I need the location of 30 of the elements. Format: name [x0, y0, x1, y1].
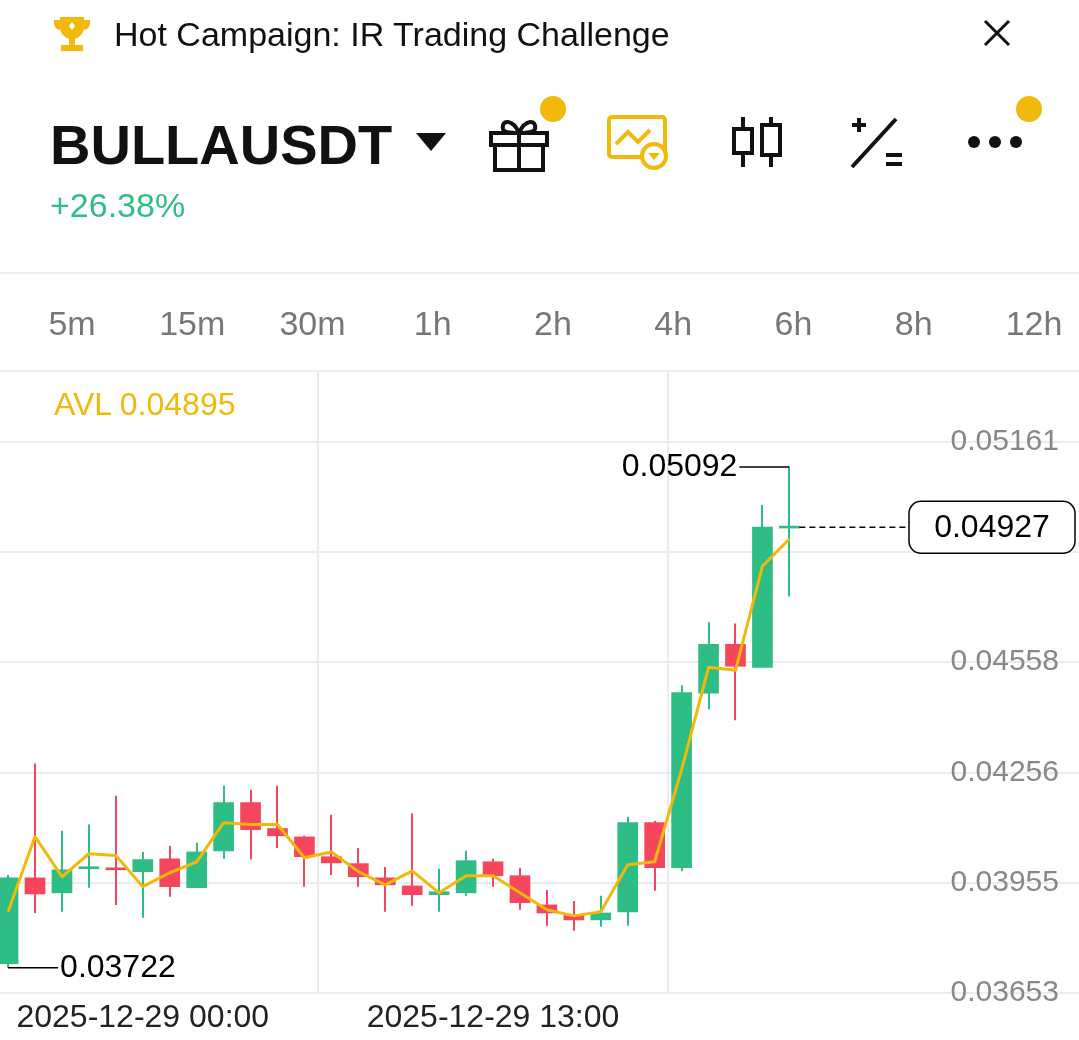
annotation: 0.03722: [60, 947, 176, 984]
candlestick: [78, 823, 100, 889]
text: 8h: [894, 304, 933, 343]
text: 30m: [279, 304, 346, 343]
candlestick: [105, 794, 127, 906]
ref-line-label: 0.04927: [934, 508, 1050, 545]
text: 6h: [774, 304, 813, 343]
chart-title: BULLAUSDT: [50, 112, 393, 177]
chart-subtitle: +26.38%: [50, 186, 186, 225]
y-tick-label: 0.05161: [950, 423, 1059, 457]
candlestick: [482, 857, 504, 888]
annotation: 0.05092: [621, 446, 738, 483]
text: 1h: [413, 304, 452, 343]
text: 2h: [534, 304, 572, 343]
candlestick: [24, 762, 46, 914]
x-tick-label: 2025-12-29 13:00: [366, 998, 620, 1035]
candlestick: [132, 850, 154, 919]
text: 4h: [654, 304, 693, 343]
y-tick-label: 0.04558: [950, 643, 1059, 677]
text: Hot Campaign: IR Trading Challenge: [114, 14, 670, 54]
text: 5m: [48, 304, 96, 343]
y-tick-label: 0.03955: [950, 863, 1059, 897]
y-tick-label: 0.03653: [950, 974, 1059, 1008]
text: AVL 0.04895: [54, 386, 236, 423]
candlestick: [401, 812, 423, 907]
candlestick: [321, 813, 342, 876]
x-tick-label: 2025-12-29 00:00: [16, 998, 270, 1035]
text: 12h: [1005, 304, 1063, 343]
y-tick-label: 0.04256: [950, 753, 1059, 787]
text: 15m: [159, 304, 226, 343]
